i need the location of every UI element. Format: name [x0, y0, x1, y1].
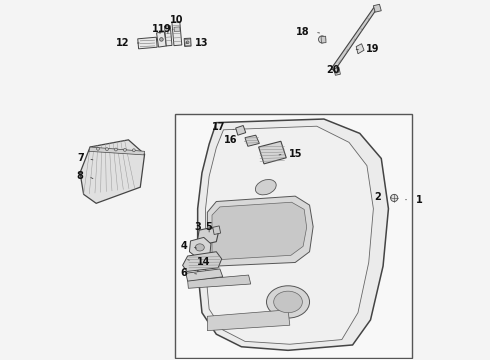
Polygon shape: [183, 252, 221, 271]
Text: 14: 14: [196, 257, 210, 267]
Circle shape: [132, 149, 135, 152]
Polygon shape: [334, 67, 341, 75]
FancyBboxPatch shape: [184, 38, 191, 46]
Polygon shape: [331, 7, 377, 71]
Text: 5: 5: [205, 222, 212, 232]
Ellipse shape: [255, 180, 276, 195]
Text: 16: 16: [223, 135, 237, 145]
Polygon shape: [89, 147, 145, 155]
Polygon shape: [207, 196, 313, 266]
Ellipse shape: [274, 291, 302, 313]
Polygon shape: [205, 126, 373, 344]
Polygon shape: [213, 226, 220, 234]
Circle shape: [123, 148, 126, 151]
Circle shape: [105, 148, 108, 150]
Polygon shape: [174, 27, 180, 32]
Circle shape: [186, 41, 189, 44]
Polygon shape: [236, 126, 245, 135]
Polygon shape: [373, 4, 381, 12]
Polygon shape: [188, 275, 251, 288]
Text: 15: 15: [289, 149, 302, 159]
Text: 17: 17: [212, 122, 225, 132]
Circle shape: [115, 148, 117, 151]
Text: 9: 9: [164, 24, 170, 34]
Circle shape: [160, 38, 163, 41]
Polygon shape: [185, 39, 191, 46]
Polygon shape: [212, 202, 307, 260]
Text: 8: 8: [77, 171, 84, 181]
Circle shape: [97, 147, 99, 150]
Polygon shape: [186, 269, 223, 281]
Text: 3: 3: [195, 222, 201, 232]
Text: 6: 6: [180, 268, 187, 278]
FancyBboxPatch shape: [138, 37, 157, 49]
Text: 10: 10: [170, 15, 184, 25]
Polygon shape: [356, 44, 364, 54]
Polygon shape: [321, 36, 326, 43]
Text: 2: 2: [374, 192, 381, 202]
Polygon shape: [207, 310, 290, 330]
Circle shape: [334, 68, 339, 73]
Text: 7: 7: [77, 153, 84, 163]
Text: 13: 13: [195, 38, 208, 48]
Polygon shape: [197, 227, 218, 244]
Bar: [175, 114, 412, 357]
Text: 19: 19: [366, 44, 380, 54]
Text: 11: 11: [152, 24, 166, 34]
FancyBboxPatch shape: [165, 26, 172, 46]
Text: 20: 20: [326, 64, 340, 75]
FancyBboxPatch shape: [156, 32, 166, 47]
Text: 18: 18: [296, 27, 310, 37]
Polygon shape: [245, 135, 259, 146]
Text: 12: 12: [116, 38, 129, 48]
FancyBboxPatch shape: [172, 22, 182, 46]
Polygon shape: [190, 237, 211, 258]
Circle shape: [391, 194, 398, 202]
Polygon shape: [197, 119, 389, 350]
Text: 1: 1: [416, 195, 423, 205]
Ellipse shape: [267, 286, 310, 318]
Polygon shape: [80, 140, 145, 203]
Polygon shape: [259, 141, 286, 164]
Circle shape: [318, 36, 326, 43]
Ellipse shape: [196, 244, 204, 251]
Text: 4: 4: [180, 241, 187, 251]
